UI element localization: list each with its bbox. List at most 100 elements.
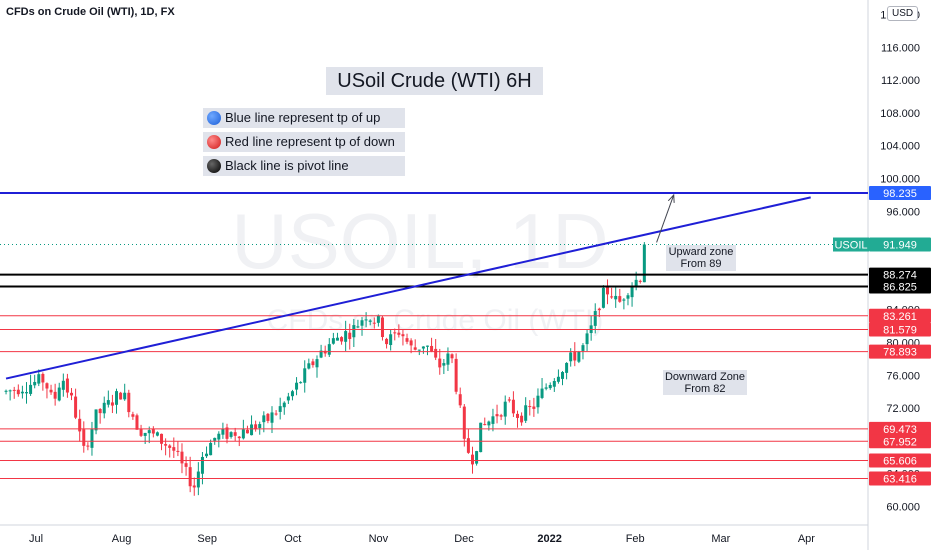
legend-text-red: Red line represent tp of down: [225, 134, 395, 149]
candle-body: [61, 380, 65, 390]
candle-body: [454, 358, 458, 392]
candle-body: [561, 372, 565, 379]
candle-body: [626, 295, 630, 299]
candle-body: [82, 429, 86, 446]
candle-body: [520, 415, 524, 423]
candle-body: [53, 391, 57, 399]
plot-area: [0, 191, 868, 496]
red-level-tag: 81.579: [869, 322, 931, 337]
candle-body: [29, 384, 33, 394]
svg-text:86.825: 86.825: [883, 282, 917, 294]
candle-body: [548, 385, 552, 389]
candle-body: [577, 351, 581, 362]
candle-body: [446, 353, 450, 365]
candle-body: [49, 389, 53, 393]
candle-body: [217, 433, 221, 440]
x-tick-label: Aug: [112, 533, 132, 545]
candle-body: [213, 437, 217, 441]
y-tick-label: 104.000: [880, 141, 920, 153]
x-tick-label: Nov: [369, 533, 389, 545]
candle-body: [614, 295, 618, 300]
candle-body: [245, 429, 249, 434]
svg-text:81.579: 81.579: [883, 325, 917, 337]
candle-body: [438, 358, 442, 368]
candle-body: [209, 442, 213, 456]
candle-body: [237, 436, 241, 439]
chart-header-title: CFDs on Crude Oil (WTI), 1D, FX: [6, 6, 175, 18]
black-level-tag: 86.825: [869, 279, 931, 294]
candle-body: [642, 244, 646, 283]
candle-body: [524, 405, 528, 421]
candle-body: [278, 406, 282, 412]
candle-body: [335, 337, 339, 341]
candle-body: [417, 349, 421, 351]
candle-body: [606, 286, 610, 295]
candle-body: [286, 396, 290, 401]
svg-text:91.949: 91.949: [883, 240, 917, 252]
candle-body: [221, 429, 225, 435]
candle-body: [327, 344, 331, 355]
candle-body: [123, 392, 127, 400]
x-tick-label: Dec: [454, 533, 474, 545]
candle-body: [78, 418, 82, 432]
svg-text:69.473: 69.473: [883, 424, 917, 436]
candle-body: [241, 429, 245, 439]
candle-body: [372, 322, 376, 324]
candle-body: [233, 432, 237, 436]
candle-body: [98, 409, 102, 414]
y-tick-label: 108.000: [880, 108, 920, 120]
upward-zone-note: Upward zone From 89: [666, 245, 736, 271]
y-tick-label: 112.000: [881, 75, 920, 87]
candle-body: [188, 467, 192, 487]
candle-body: [430, 345, 434, 352]
candle-body: [200, 456, 204, 474]
candle-body: [303, 368, 307, 383]
candle-body: [397, 332, 401, 335]
candle-body: [434, 348, 438, 358]
candle-body: [413, 347, 417, 350]
legend-text-blue: Blue line represent tp of up: [225, 110, 381, 125]
candle-body: [262, 415, 266, 423]
candle-body: [115, 391, 119, 405]
candle-body: [565, 362, 569, 373]
candle-body: [311, 361, 315, 366]
candle-body: [155, 432, 159, 436]
candle-body: [544, 387, 548, 389]
candle-body: [307, 363, 311, 369]
x-tick-label: Feb: [626, 533, 645, 545]
candle-body: [196, 471, 200, 488]
currency-button[interactable]: USD: [887, 6, 919, 21]
candle-body: [470, 454, 474, 465]
candle-body: [601, 287, 605, 308]
candle-body: [536, 395, 540, 408]
candle-body: [532, 406, 536, 409]
red-circle-icon: [207, 135, 221, 149]
candle-body: [205, 453, 209, 457]
candle-body: [41, 373, 45, 383]
svg-text:78.893: 78.893: [883, 347, 917, 359]
x-tick-label: Mar: [711, 533, 730, 545]
candle-body: [323, 350, 327, 354]
candle-body: [610, 296, 614, 298]
candle-body: [274, 413, 278, 415]
blue-trendline: [5, 196, 811, 380]
candle-body: [139, 429, 143, 436]
candle-body: [368, 320, 372, 322]
red-level-tag: 63.416: [869, 471, 931, 486]
x-tick-label: Jul: [29, 533, 43, 545]
candle-body: [405, 338, 409, 342]
candle-body: [622, 299, 626, 301]
candle-body: [618, 296, 622, 302]
red-level-tag: 78.893: [869, 344, 931, 359]
red-level-tag: 67.952: [869, 434, 931, 449]
y-tick-label: 76.000: [886, 370, 920, 382]
candle-body: [295, 382, 299, 390]
candle-body: [74, 396, 78, 418]
x-tick-label: Sep: [197, 533, 217, 545]
candle-body: [258, 424, 262, 429]
candle-body: [630, 286, 634, 298]
candle-body: [634, 279, 638, 287]
svg-text:98.235: 98.235: [883, 188, 917, 200]
downward-zone-line2: From 82: [684, 383, 726, 395]
svg-text:88.274: 88.274: [883, 270, 917, 282]
